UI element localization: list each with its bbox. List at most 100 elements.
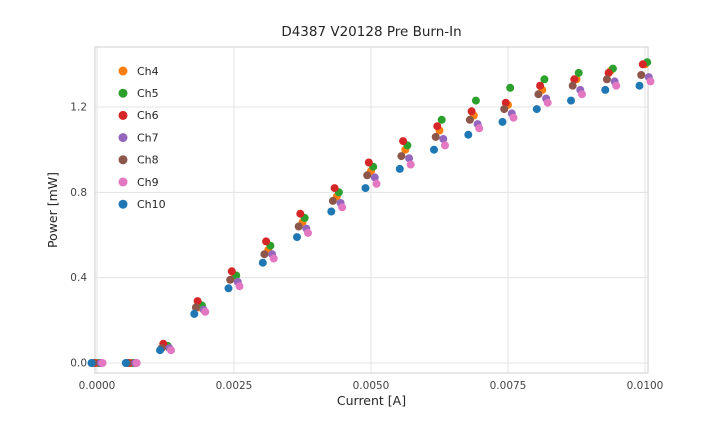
data-point-ch9 [543,98,552,107]
series-ch6 [90,60,647,367]
legend-item-ch10: Ch10 [118,198,166,211]
x-tick-label: 0.0000 [79,380,116,392]
legend-swatch-icon [118,88,128,98]
data-point-ch9 [612,81,621,90]
data-point-ch10 [601,85,610,94]
legend-item-ch5: Ch5 [118,87,159,100]
legend-label: Ch5 [137,87,159,100]
data-point-ch10 [498,117,507,126]
legend-swatch-icon [118,133,128,143]
data-point-ch8 [328,196,337,205]
series-ch10 [87,81,644,367]
legend-label: Ch9 [137,176,159,189]
data-point-ch6 [433,122,442,131]
data-point-ch7 [370,173,379,182]
data-point-ch9 [578,90,586,99]
legend-item-ch7: Ch7 [118,131,159,144]
data-point-ch10 [156,346,164,355]
legend-label: Ch10 [137,198,166,211]
series-ch8 [89,71,646,367]
legend-item-ch6: Ch6 [118,109,159,122]
data-point-ch6 [364,158,373,167]
legend-swatch-icon [118,199,128,209]
data-point-ch6 [296,209,305,218]
data-point-ch9 [406,160,415,169]
data-point-ch9 [167,346,175,355]
data-point-ch6 [604,68,613,77]
data-point-ch10 [361,184,370,193]
data-point-ch6 [193,297,202,306]
data-point-ch10 [258,258,267,267]
legend-item-ch8: Ch8 [118,154,159,167]
y-tick-label: 1.2 [70,102,87,114]
data-point-ch6 [467,107,476,116]
x-tick-label: 0.0100 [627,380,664,392]
y-tick-label: 0.0 [70,358,87,370]
data-point-ch10 [464,130,473,139]
series-ch7 [96,73,653,367]
data-point-ch9 [646,77,655,86]
data-point-ch9 [235,282,244,291]
data-point-ch10 [327,207,336,216]
data-point-ch6 [227,267,236,276]
legend: Ch4 Ch5 Ch6 Ch7 Ch8 Ch9 Ch10 [118,65,166,211]
data-point-ch10 [395,164,404,173]
legend-swatch-icon [118,66,128,76]
legend-item-ch4: Ch4 [118,65,159,78]
legend-label: Ch8 [137,154,159,167]
data-point-ch10 [532,105,541,114]
data-point-ch9 [132,359,141,367]
legend-label: Ch6 [137,109,159,122]
series-ch5 [95,58,652,367]
data-point-ch5 [574,68,583,77]
data-point-ch5 [540,75,549,84]
legend-swatch-icon [118,177,128,187]
data-point-ch8 [431,132,440,141]
data-point-ch8 [465,115,474,124]
data-point-ch8 [260,250,269,259]
data-point-ch10 [121,359,130,367]
data-point-ch9 [269,254,278,263]
data-point-ch8 [363,171,372,180]
data-point-ch9 [98,359,107,367]
data-point-ch8 [294,222,303,231]
legend-swatch-icon [118,155,128,165]
data-point-ch7 [439,135,448,143]
data-point-ch8 [226,275,235,284]
data-point-ch8 [397,152,406,161]
data-point-ch8 [191,303,200,312]
data-point-ch8 [500,105,509,114]
data-point-ch10 [293,233,301,242]
data-point-ch8 [637,71,646,79]
data-point-ch10 [567,96,575,105]
x-tick-label: 0.0025 [216,380,253,392]
data-point-ch9 [338,203,347,212]
y-axis-label: Power [mW] [45,172,60,248]
y-tick-label: 0.8 [70,187,87,199]
data-point-ch10 [635,81,644,90]
data-point-ch10 [87,359,96,367]
data-point-ch5 [506,83,515,92]
legend-label: Ch7 [137,131,159,144]
data-point-ch6 [570,75,579,84]
data-point-ch9 [372,179,381,188]
legend-swatch-icon [118,110,128,120]
legend-item-ch9: Ch9 [118,176,159,189]
data-point-ch8 [602,75,611,84]
data-point-ch8 [568,81,577,90]
grid-lines [95,47,648,373]
x-tick-label: 0.0050 [353,380,390,392]
data-point-ch9 [201,307,210,316]
data-point-ch6 [501,98,510,107]
data-point-ch6 [330,184,339,193]
data-point-ch10 [190,309,199,318]
y-tick-label: 0.4 [70,272,87,284]
data-point-ch5 [471,96,480,105]
data-point-ch8 [534,90,543,99]
data-point-ch9 [475,124,484,133]
data-point-ch10 [224,284,233,293]
data-point-ch7 [405,154,414,163]
data-point-ch5 [437,115,446,124]
data-point-ch9 [441,141,449,150]
